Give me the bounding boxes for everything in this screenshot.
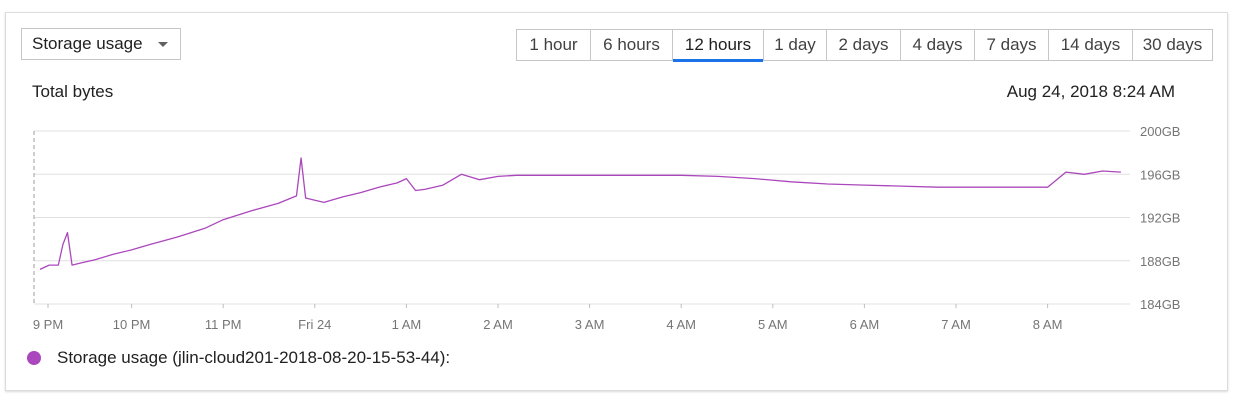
range-label: 4 days bbox=[912, 35, 963, 54]
x-tick-label: 10 PM bbox=[113, 317, 151, 332]
range-30-days-button[interactable]: 30 days bbox=[1133, 30, 1212, 60]
range-label: 6 hours bbox=[603, 35, 660, 54]
chart-legend: Storage usage (jlin-cloud201-2018-08-20-… bbox=[27, 348, 450, 368]
range-label: 1 day bbox=[774, 35, 816, 54]
metric-dropdown[interactable]: Storage usage bbox=[21, 28, 181, 60]
time-range-selector: 1 hour 6 hours 12 hours 1 day 2 days 4 d… bbox=[516, 29, 1213, 62]
x-tick-label: 5 AM bbox=[758, 317, 788, 332]
y-tick-label: 188GB bbox=[1140, 254, 1180, 269]
range-label: 2 days bbox=[838, 35, 889, 54]
x-tick-label: 11 PM bbox=[205, 317, 242, 332]
range-2-days-button[interactable]: 2 days bbox=[827, 30, 901, 60]
range-label: 1 hour bbox=[529, 35, 578, 54]
range-label: 30 days bbox=[1142, 35, 1203, 54]
x-tick-label: 4 AM bbox=[666, 317, 696, 332]
y-tick-label: 192GB bbox=[1140, 211, 1180, 226]
range-14-days-button[interactable]: 14 days bbox=[1049, 30, 1133, 60]
x-tick-label: 6 AM bbox=[850, 317, 880, 332]
range-label: 14 days bbox=[1060, 35, 1121, 54]
range-1-day-button[interactable]: 1 day bbox=[764, 30, 827, 60]
legend-swatch-icon bbox=[27, 351, 41, 365]
dropdown-caret-icon bbox=[158, 42, 168, 47]
x-tick-label: 1 AM bbox=[392, 317, 422, 332]
chart-card bbox=[5, 12, 1228, 391]
range-label: 12 hours bbox=[684, 35, 752, 54]
metric-dropdown-label: Storage usage bbox=[32, 34, 143, 53]
x-tick-label: 2 AM bbox=[483, 317, 513, 332]
range-1-hour-button[interactable]: 1 hour bbox=[517, 30, 591, 60]
range-12-hours-button[interactable]: 12 hours bbox=[673, 30, 764, 62]
y-tick-label: 196GB bbox=[1140, 167, 1180, 182]
chart-title: Total bytes bbox=[32, 82, 114, 101]
y-tick-label: 200GB bbox=[1140, 124, 1180, 139]
chart-timestamp: Aug 24, 2018 8:24 AM bbox=[1006, 82, 1175, 101]
x-tick-label: 7 AM bbox=[941, 317, 971, 332]
range-7-days-button[interactable]: 7 days bbox=[975, 30, 1049, 60]
x-tick-label: 9 PM bbox=[33, 317, 63, 332]
y-tick-label: 184GB bbox=[1140, 297, 1180, 312]
x-tick-label: 8 AM bbox=[1033, 317, 1063, 332]
x-tick-label: 3 AM bbox=[575, 317, 605, 332]
range-label: 7 days bbox=[986, 35, 1037, 54]
x-tick-label: Fri 24 bbox=[298, 317, 331, 332]
legend-series-label: Storage usage (jlin-cloud201-2018-08-20-… bbox=[57, 348, 451, 367]
series-line bbox=[39, 157, 1121, 270]
range-6-hours-button[interactable]: 6 hours bbox=[591, 30, 673, 60]
range-4-days-button[interactable]: 4 days bbox=[901, 30, 975, 60]
